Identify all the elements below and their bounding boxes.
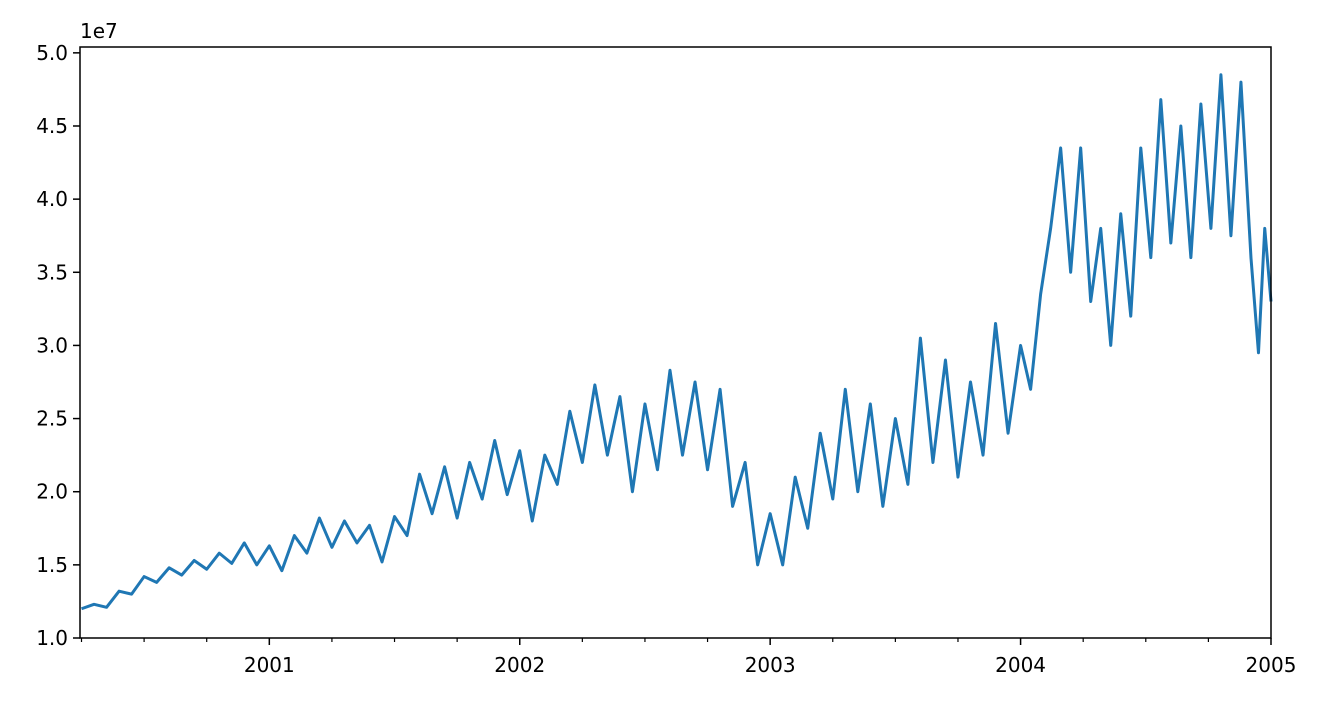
line-series — [81, 73, 1273, 611]
x-tick-label: 2004 — [995, 653, 1046, 677]
y-tick-label: 5.0 — [36, 41, 68, 65]
x-tick-label: 2003 — [745, 653, 796, 677]
y-tick-label: 3.5 — [36, 260, 68, 284]
y-tick-label: 1.5 — [36, 553, 68, 577]
plot-frame — [79, 46, 1272, 639]
y-tick-label: 4.0 — [36, 187, 68, 211]
x-tick-label: 2002 — [494, 653, 545, 677]
y-tick-label: 4.5 — [36, 114, 68, 138]
y-tick-label: 2.0 — [36, 480, 68, 504]
x-tick-label: 2001 — [244, 653, 295, 677]
y-offset-label: 1e7 — [80, 19, 118, 43]
y-tick-label: 1.0 — [36, 626, 68, 650]
y-tick-label: 3.0 — [36, 333, 68, 357]
x-tick-label: 2005 — [1246, 653, 1297, 677]
y-tick-label: 2.5 — [36, 407, 68, 431]
